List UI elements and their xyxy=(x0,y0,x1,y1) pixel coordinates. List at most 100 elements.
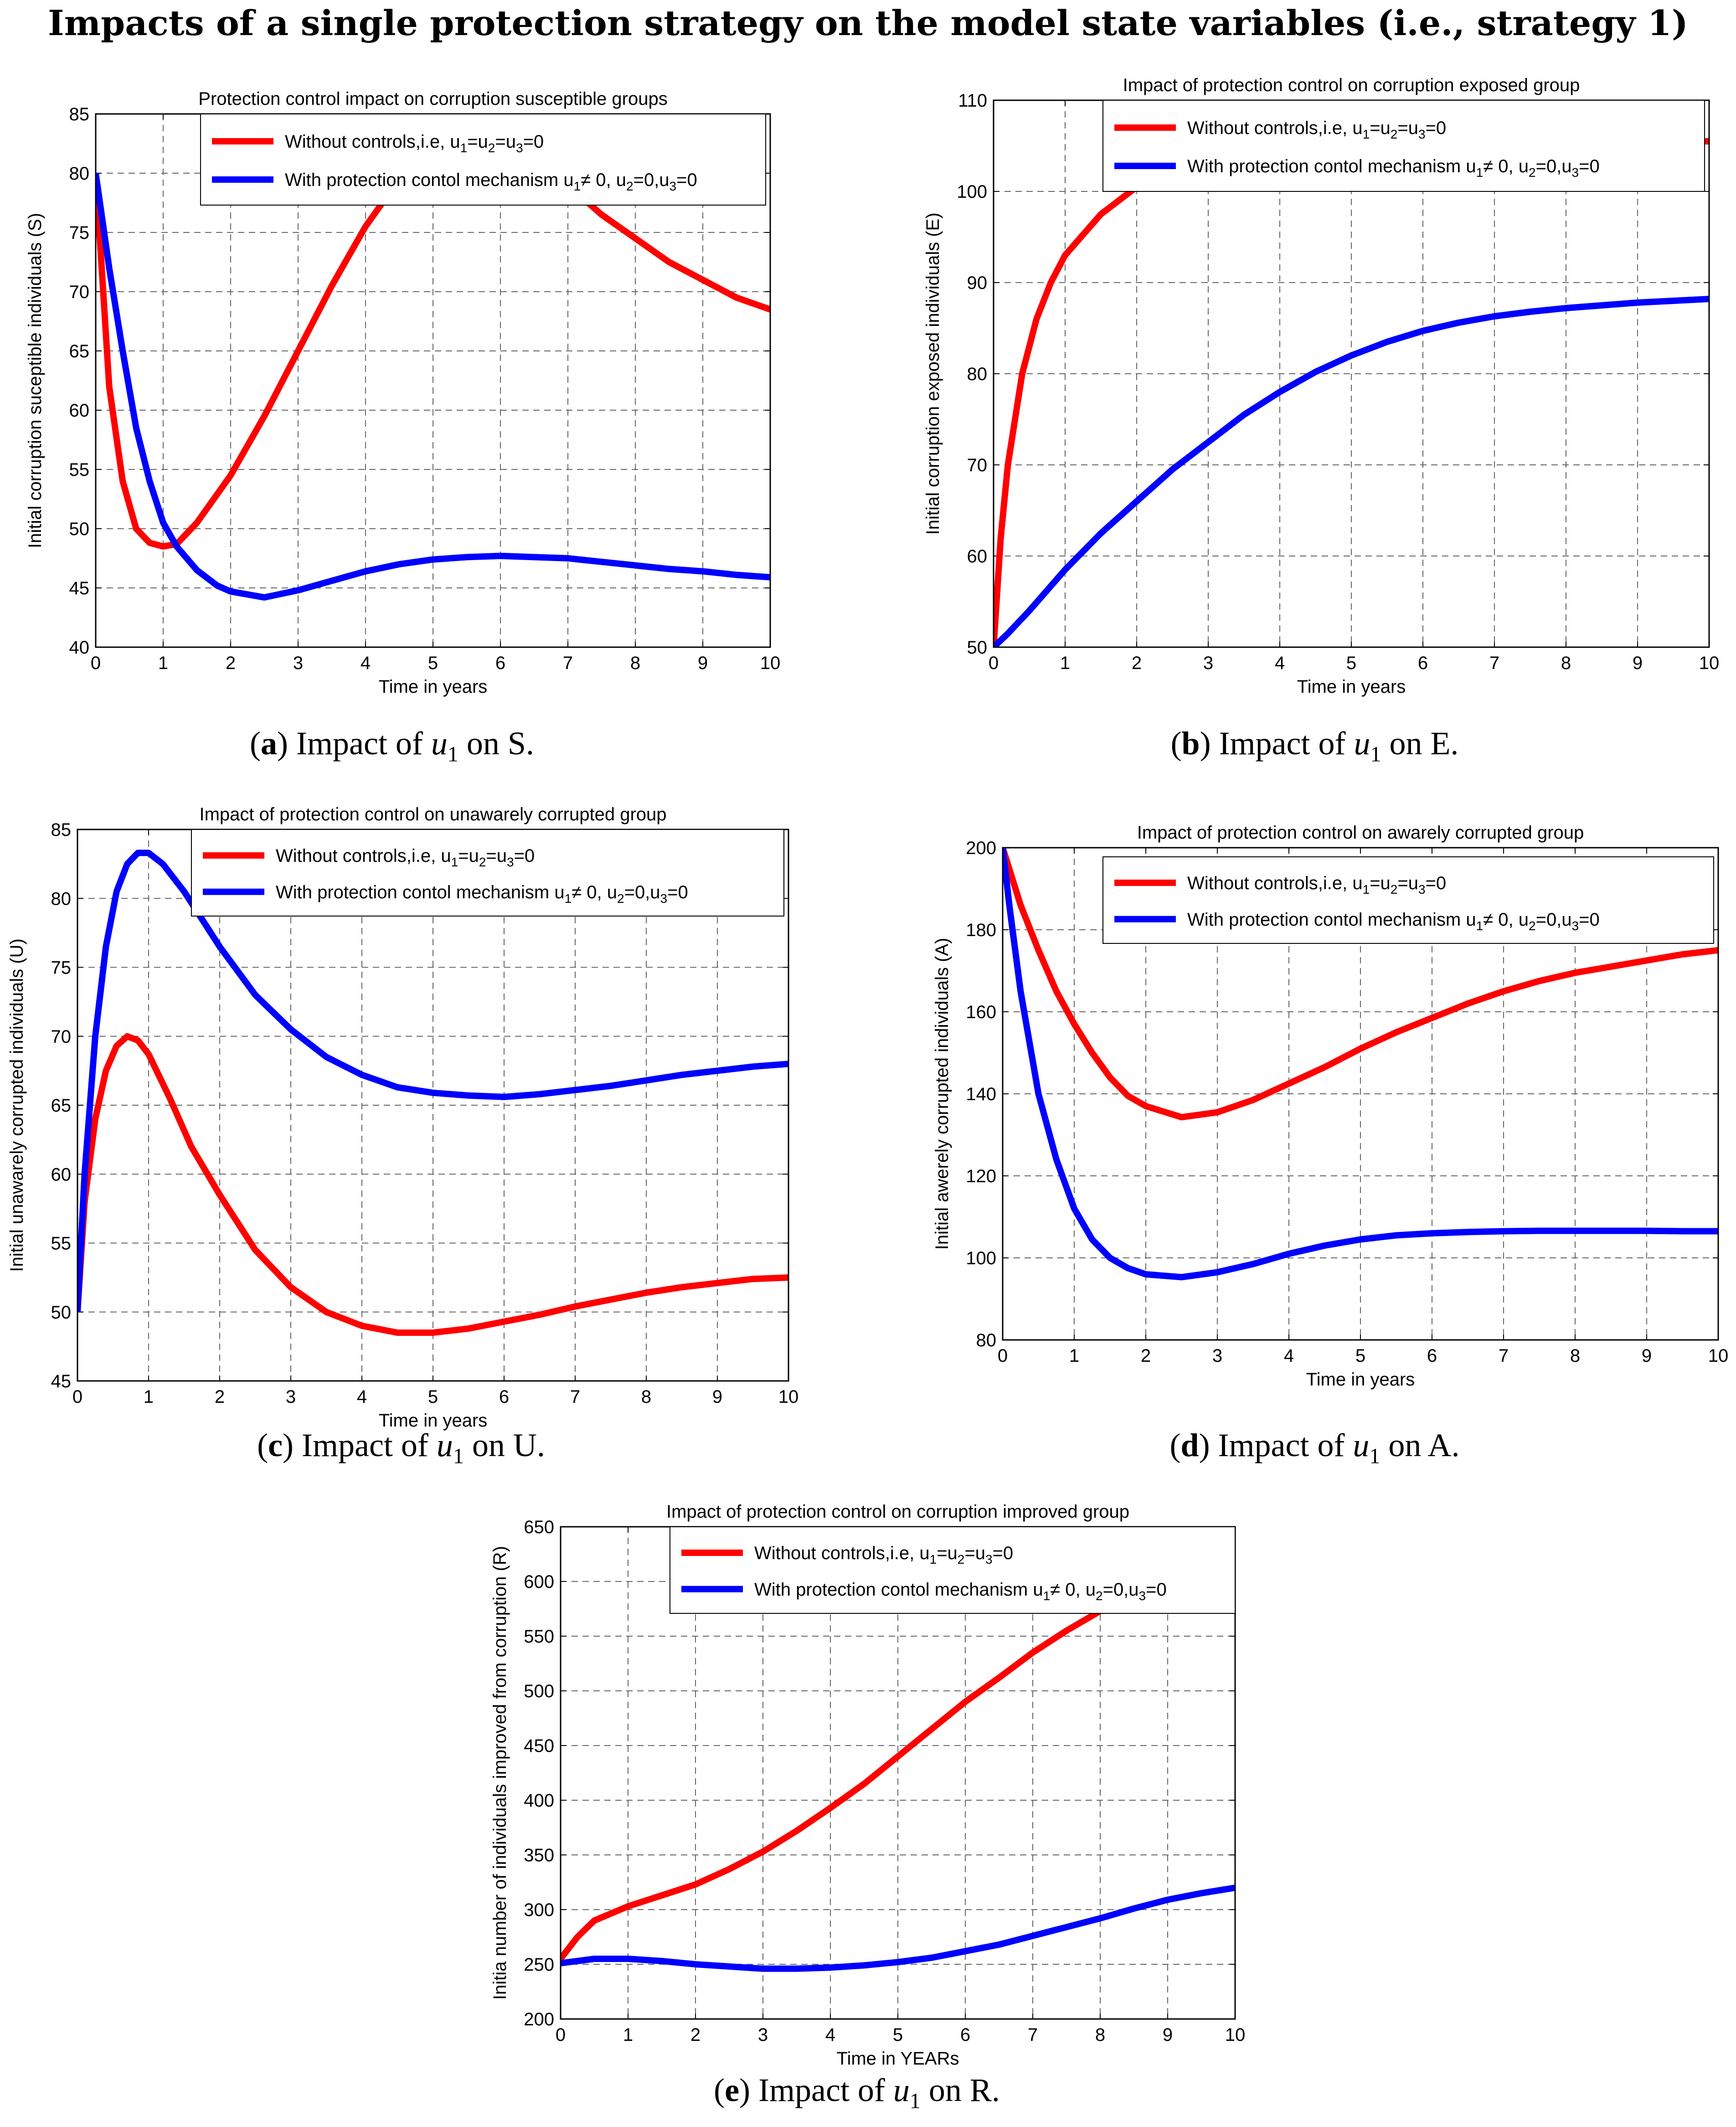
y-tick-label: 50 xyxy=(69,519,90,539)
legend-label-with: With protection contol mechanism u1≠ 0, … xyxy=(1187,156,1600,180)
x-tick-label: 2 xyxy=(215,1387,225,1407)
x-tick-label: 9 xyxy=(712,1387,722,1407)
x-tick-label: 3 xyxy=(293,653,303,673)
x-tick-label: 5 xyxy=(428,1387,438,1407)
x-tick-label: 1 xyxy=(1069,1346,1079,1366)
x-tick-label: 4 xyxy=(357,1387,367,1407)
y-tick-label: 75 xyxy=(51,958,72,978)
x-tick-label: 3 xyxy=(1203,653,1213,673)
chart-title: Impact of protection control on corrupti… xyxy=(1123,75,1580,95)
x-tick-label: 4 xyxy=(825,2025,835,2045)
y-tick-label: 50 xyxy=(51,1303,72,1323)
x-tick-label: 6 xyxy=(495,653,505,673)
y-tick-label: 100 xyxy=(957,182,987,202)
x-tick-label: 8 xyxy=(1095,2025,1105,2045)
x-tick-label: 2 xyxy=(1132,653,1142,673)
y-tick-label: 120 xyxy=(966,1166,996,1186)
legend-box xyxy=(201,114,766,205)
x-axis-label: Time in years xyxy=(1297,677,1406,697)
x-tick-label: 9 xyxy=(1642,1346,1652,1366)
x-tick-label: 0 xyxy=(72,1387,82,1407)
y-tick-label: 55 xyxy=(51,1234,72,1254)
y-tick-label: 65 xyxy=(51,1096,72,1116)
x-tick-label: 0 xyxy=(91,653,101,673)
x-tick-label: 4 xyxy=(361,653,371,673)
x-tick-label: 1 xyxy=(158,653,168,673)
y-tick-label: 60 xyxy=(51,1164,72,1185)
legend: Without controls,i.e, u1=u2=u3=0 With pro… xyxy=(670,1527,1235,1613)
legend: Without controls,i.e, u1=u2=u3=0 With pro… xyxy=(1103,857,1714,943)
x-tick-label: 0 xyxy=(998,1346,1008,1366)
legend-box xyxy=(670,1527,1235,1613)
x-tick-label: 10 xyxy=(760,653,781,673)
y-tick-label: 300 xyxy=(524,1900,554,1920)
legend-label-with: With protection contol mechanism u1≠ 0, … xyxy=(276,882,688,906)
x-tick-label: 8 xyxy=(630,653,640,673)
y-tick-label: 160 xyxy=(966,1002,996,1022)
chart-panel-e: 0 1 2 3 4 5 6 7 8 9 102002503003504004505005506006… xyxy=(469,1486,1244,2087)
chart-title: Protection control impact on corruption … xyxy=(198,89,667,109)
x-tick-label: 2 xyxy=(690,2025,701,2045)
x-tick-label: 6 xyxy=(960,2025,970,2045)
figure-title: Impacts of a single protection strategy … xyxy=(0,3,1736,43)
y-tick-label: 70 xyxy=(967,455,988,475)
x-axis-label: Time in YEARs xyxy=(837,2049,959,2069)
x-tick-label: 8 xyxy=(641,1387,651,1407)
caption-d: (d) Impact of u1 on A. xyxy=(893,1427,1736,1468)
caption-a: (a) Impact of u1 on S. xyxy=(0,725,784,767)
x-tick-label: 7 xyxy=(1028,2025,1038,2045)
legend-box xyxy=(191,829,784,916)
y-tick-label: 60 xyxy=(69,401,90,421)
x-tick-label: 8 xyxy=(1561,653,1571,673)
y-tick-label: 70 xyxy=(51,1027,72,1047)
x-tick-label: 8 xyxy=(1570,1346,1580,1366)
x-tick-label: 9 xyxy=(1633,653,1643,673)
y-tick-label: 60 xyxy=(967,546,988,567)
y-axis-label: Initial corruption suceptible individual… xyxy=(25,213,45,548)
x-tick-label: 6 xyxy=(499,1387,509,1407)
y-tick-label: 65 xyxy=(69,341,90,361)
x-tick-label: 10 xyxy=(1708,1346,1729,1366)
x-tick-label: 0 xyxy=(556,2025,566,2045)
legend-label-without: Without controls,i.e, u1=u2=u3=0 xyxy=(1187,873,1446,896)
x-tick-label: 10 xyxy=(1699,653,1720,673)
y-axis-label: Initia number of individuals improved fr… xyxy=(490,1546,510,2000)
x-tick-label: 1 xyxy=(144,1387,154,1407)
x-tick-label: 6 xyxy=(1418,653,1428,673)
x-tick-label: 4 xyxy=(1275,653,1285,673)
y-tick-label: 100 xyxy=(966,1248,996,1268)
x-tick-label: 2 xyxy=(226,653,236,673)
x-tick-label: 9 xyxy=(1163,2025,1173,2045)
y-tick-label: 85 xyxy=(69,104,90,124)
chart-panel-d: 0 1 2 3 4 5 6 7 8 9 10 80 100 120 140 160 180 200 Impact o… xyxy=(893,807,1736,1440)
y-tick-label: 550 xyxy=(524,1627,554,1647)
x-axis-label: Time in years xyxy=(1306,1370,1415,1390)
legend: Without controls,i.e, u1=u2=u3=0 With pro… xyxy=(201,114,766,205)
y-tick-label: 55 xyxy=(69,460,90,480)
x-tick-label: 5 xyxy=(1346,653,1356,673)
legend-label-without: Without controls,i.e, u1=u2=u3=0 xyxy=(285,132,544,155)
legend-label-with: With protection contol mechanism u1≠ 0, … xyxy=(1187,910,1600,933)
chart-panel-c: 0 1 2 3 4 5 6 7 8 9 10455055606570758085Impact of … xyxy=(0,784,802,1440)
x-tick-label: 5 xyxy=(893,2025,903,2045)
x-tick-label: 4 xyxy=(1284,1346,1294,1366)
chart-title: Impact of protection control on corrupti… xyxy=(666,1502,1129,1522)
legend-label-without: Without controls,i.e, u1=u2=u3=0 xyxy=(1187,118,1446,141)
y-axis-label: Initial awerely corrupted individuals (A… xyxy=(932,938,952,1250)
x-tick-label: 0 xyxy=(989,653,999,673)
x-tick-label: 7 xyxy=(570,1387,580,1407)
x-tick-label: 3 xyxy=(286,1387,296,1407)
caption-e: (e) Impact of u1 on R. xyxy=(469,2071,1244,2113)
x-tick-label: 7 xyxy=(1499,1346,1509,1366)
x-tick-label: 10 xyxy=(778,1387,799,1407)
x-tick-label: 7 xyxy=(563,653,573,673)
y-tick-label: 350 xyxy=(524,1845,554,1865)
legend-box xyxy=(1103,857,1714,943)
y-tick-label: 200 xyxy=(966,838,996,858)
y-tick-label: 450 xyxy=(524,1736,554,1756)
legend-label-with: With protection contol mechanism u1≠ 0, … xyxy=(285,170,697,193)
x-tick-label: 6 xyxy=(1427,1346,1437,1366)
chart-panel-a: 0 1 2 3 4 5 6 7 8 9 1040455055606570758085Protecti… xyxy=(0,68,784,706)
y-tick-label: 180 xyxy=(966,920,996,940)
chart-title: Impact of protection control on unawarel… xyxy=(199,804,666,824)
